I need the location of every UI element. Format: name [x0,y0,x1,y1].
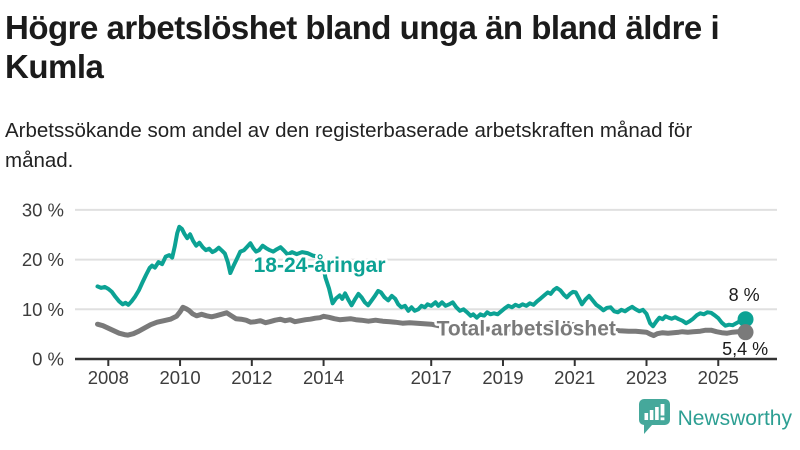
chart-subtitle: Arbetssökande som andel av den registerb… [5,119,693,172]
newsworthy-logo-icon [638,398,671,440]
end-value-label-total: 5,4 % [722,339,768,359]
end-dot-youth [737,311,754,328]
series-label-youth: 18-24-åringar [254,254,386,277]
y-tick-label: 20 % [22,249,64,270]
end-value-label-youth: 8 % [729,285,760,305]
y-tick-label: 10 % [22,299,64,320]
page-title: Högre arbetslöshet bland unga än bland ä… [5,9,720,85]
x-tick-label: 2017 [411,367,452,388]
series-line-total [95,304,748,339]
logo-bubble [638,399,670,434]
series-label-total: Total arbetslöshet [437,318,616,341]
x-tick-label: 2014 [303,367,344,388]
y-tick-label: 30 % [22,199,64,220]
x-tick-label: 2008 [88,367,129,388]
logo-exclamation-dot [660,417,665,421]
x-tick-label: 2012 [231,367,272,388]
y-tick-label: 0 % [32,349,64,370]
logo-exclamation-bar [660,404,665,416]
x-tick-label: 2010 [159,367,200,388]
x-tick-label: 2021 [554,367,595,388]
x-tick-label: 2023 [626,367,667,388]
x-tick-label: 2025 [698,367,739,388]
newsworthy-brand: Newsworthy [638,398,792,440]
logo-bar-2 [649,410,654,420]
x-tick-label: 2019 [482,367,523,388]
logo-bar-1 [644,413,648,420]
end-dot-total [737,324,754,341]
series-line-youth [95,224,748,329]
logo-bar-3 [654,407,659,420]
newsworthy-wordmark: Newsworthy [677,407,792,430]
